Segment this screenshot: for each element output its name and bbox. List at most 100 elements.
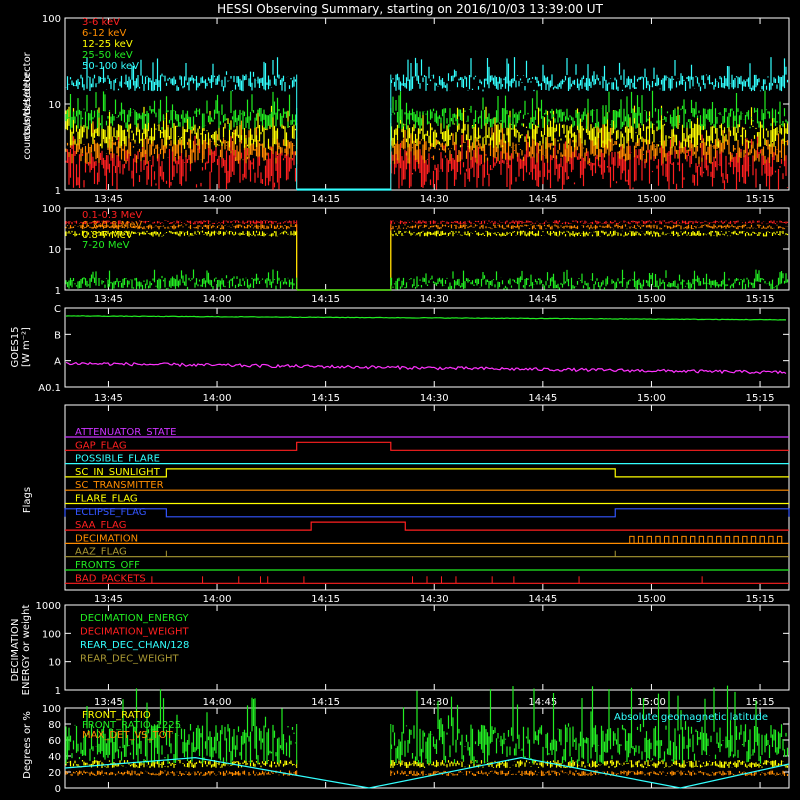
y-axis-label: Flags xyxy=(22,487,33,513)
x-tick-label: 15:15 xyxy=(746,194,775,205)
x-tick-label: 13:45 xyxy=(94,294,123,305)
x-tick-label: 14:45 xyxy=(528,294,557,305)
x-tick-label: 13:45 xyxy=(94,393,123,404)
y-tick-label: 1000 xyxy=(36,601,61,612)
x-tick-label: 14:45 xyxy=(528,594,557,605)
x-tick-label: 14:30 xyxy=(420,697,449,708)
y-tick-label: 10 xyxy=(48,100,61,111)
flag-label: SC_TRANSMITTER xyxy=(75,480,164,491)
y-tick-label: 60 xyxy=(48,736,61,747)
ratio-series-2-trace xyxy=(65,770,789,776)
y-axis-label-line: counts/s/detector xyxy=(22,51,33,139)
legend-entry: MAX_DET_VS_TOT xyxy=(82,730,174,741)
y-axis-label-line: Flags xyxy=(22,487,33,513)
x-tick-label: 14:30 xyxy=(420,294,449,305)
x-tick-label: 14:15 xyxy=(311,594,340,605)
flag-label: BAD_PACKETS xyxy=(75,573,146,584)
flag-label: ATTENUATOR_STATE xyxy=(75,427,176,438)
y-axis-label: counts/s/detector xyxy=(22,71,33,159)
y-tick-label: 40 xyxy=(48,752,61,763)
flag-trace xyxy=(65,468,789,478)
y-tick-label: 10 xyxy=(48,245,61,256)
y-tick-label: 1 xyxy=(55,186,61,197)
legend-entry: REAR_DEC_WEIGHT xyxy=(80,654,179,665)
y-axis-label: DECIMATION ENERGY or weight xyxy=(10,605,32,696)
flag-trace xyxy=(65,441,789,451)
legend-entry: 6-12 keV xyxy=(82,28,126,39)
series-3-trace xyxy=(65,90,789,130)
legend-entry: 50-100 keV xyxy=(82,61,139,72)
series-4-trace xyxy=(65,57,789,191)
flag-label: FRONTS_OFF xyxy=(75,560,140,571)
x-tick-label: 14:15 xyxy=(311,393,340,404)
x-tick-label: 14:00 xyxy=(203,697,232,708)
x-tick-label: 14:15 xyxy=(311,194,340,205)
legend-entry: DECIMATION_ENERGY xyxy=(80,613,189,624)
flag-label: AAZ_FLAG xyxy=(75,547,127,558)
y-tick-label: 1 xyxy=(55,286,61,297)
y-axis-label: counts/s/detector xyxy=(22,51,33,139)
x-tick-label: 13:45 xyxy=(94,697,123,708)
y-tick-label: 100 xyxy=(42,204,61,215)
y-tick-label: 100 xyxy=(42,629,61,640)
flag-label: ECLIPSE_FLAG xyxy=(75,507,146,518)
y-axis-label-line: GOES15 xyxy=(10,326,21,367)
y-tick-label: A0.1 xyxy=(38,383,61,394)
series-3 xyxy=(65,269,789,291)
y-axis-label-line: Degrees or % xyxy=(22,711,33,779)
ratio-series-1 xyxy=(65,685,789,764)
panel-frame xyxy=(64,604,790,691)
legend-entry: FRONT_RATIO_1225 xyxy=(82,720,181,731)
flag-label: DECIMATION xyxy=(75,533,138,544)
x-tick-label: 15:00 xyxy=(637,594,666,605)
y-tick-label: 1 xyxy=(55,686,61,697)
y-tick-label: 80 xyxy=(48,720,61,731)
x-tick-label: 15:15 xyxy=(746,393,775,404)
x-tick-label: 14:45 xyxy=(528,697,557,708)
x-tick-label: 14:00 xyxy=(203,194,232,205)
y-tick-label: 100 xyxy=(42,14,61,25)
ratio-series-2 xyxy=(65,770,789,776)
y-tick-label: 0 xyxy=(55,784,61,795)
ratio-series-1-trace xyxy=(65,685,789,764)
legend-entry: 0.3-0.8 MeV xyxy=(82,220,142,231)
x-tick-label: 13:45 xyxy=(94,594,123,605)
x-tick-label: 14:30 xyxy=(420,393,449,404)
panel-frame xyxy=(64,404,790,591)
x-tick-label: 13:45 xyxy=(94,194,123,205)
x-tick-label: 14:00 xyxy=(203,294,232,305)
flag-label: SC_IN_SUNLIGHT xyxy=(75,467,161,478)
legend-entry: 0.8-7 MeV xyxy=(82,230,133,241)
flag-label: POSSIBLE_FLARE xyxy=(75,454,160,465)
flag-label: GAP_FLAG xyxy=(75,440,127,451)
x-tick-label: 14:00 xyxy=(203,393,232,404)
x-tick-label: 15:15 xyxy=(746,697,775,708)
legend-entry: FRONT_RATIO xyxy=(82,710,151,721)
x-tick-label: 15:00 xyxy=(637,393,666,404)
flag-trace xyxy=(65,521,789,531)
x-tick-label: 15:00 xyxy=(637,697,666,708)
flag-trace xyxy=(64,508,790,518)
goes-series-1 xyxy=(65,361,787,375)
y-tick-label: 100 xyxy=(42,704,61,715)
geomagnetic-latitude-line xyxy=(64,756,790,789)
panel-frame xyxy=(64,17,790,191)
x-tick-label: 14:30 xyxy=(420,594,449,605)
y-tick-label: 10 xyxy=(48,658,61,669)
decimation-pulses xyxy=(629,535,783,544)
flag-label: SAA_FLAG xyxy=(75,520,126,531)
x-tick-label: 15:15 xyxy=(746,294,775,305)
x-tick-label: 15:15 xyxy=(746,594,775,605)
y-axis-label: GOES15 [W m⁻²] xyxy=(10,326,32,367)
legend-entry: DECIMATION_WEIGHT xyxy=(80,627,189,638)
goes-series-0 xyxy=(65,315,787,321)
panel-frame xyxy=(64,307,790,388)
x-tick-label: 15:00 xyxy=(637,194,666,205)
legend-entry: 12-25 keV xyxy=(82,39,133,50)
latitude-annotation: Absolute geomagnetic latitude xyxy=(614,712,768,723)
x-tick-label: 15:00 xyxy=(637,294,666,305)
flag-label: FLARE_FLAG xyxy=(75,494,138,505)
y-tick-label: A xyxy=(54,357,61,368)
